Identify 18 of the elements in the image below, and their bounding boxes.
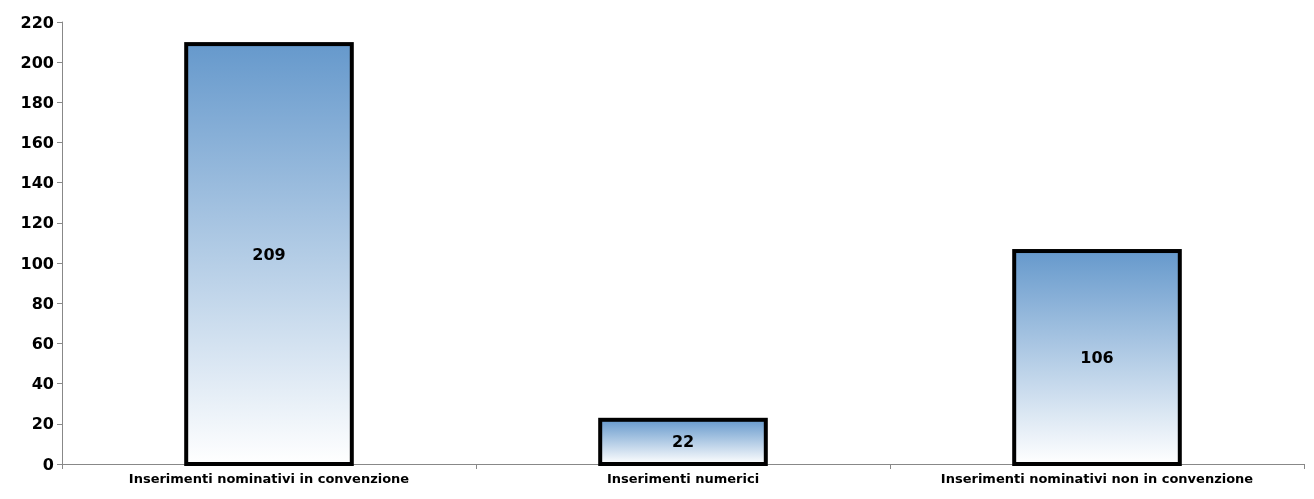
data-label: 22 <box>671 432 695 452</box>
x-tick-label: Inserimenti nominativi non in convenzione <box>940 471 1254 486</box>
y-tick-label: 20 <box>31 414 54 434</box>
x-tick-label: Inserimenti numerici <box>606 471 760 486</box>
y-tick-label: 40 <box>31 374 54 394</box>
y-tick-label: 0 <box>42 454 54 474</box>
y-tick-label: 120 <box>20 213 54 233</box>
y-tick-label: 220 <box>20 12 54 32</box>
y-tick-label: 160 <box>20 133 54 153</box>
y-tick-label: 180 <box>20 92 54 112</box>
y-tick-label: 80 <box>31 293 54 313</box>
y-tick-label: 100 <box>20 253 54 273</box>
y-tick-label: 200 <box>20 52 54 72</box>
y-tick-label: 60 <box>31 333 54 353</box>
y-tick-label: 140 <box>20 173 54 193</box>
data-label: 106 <box>1080 348 1114 368</box>
x-tick-label: Inserimenti nominativi in convenzione <box>128 471 410 486</box>
data-label: 209 <box>252 244 286 264</box>
